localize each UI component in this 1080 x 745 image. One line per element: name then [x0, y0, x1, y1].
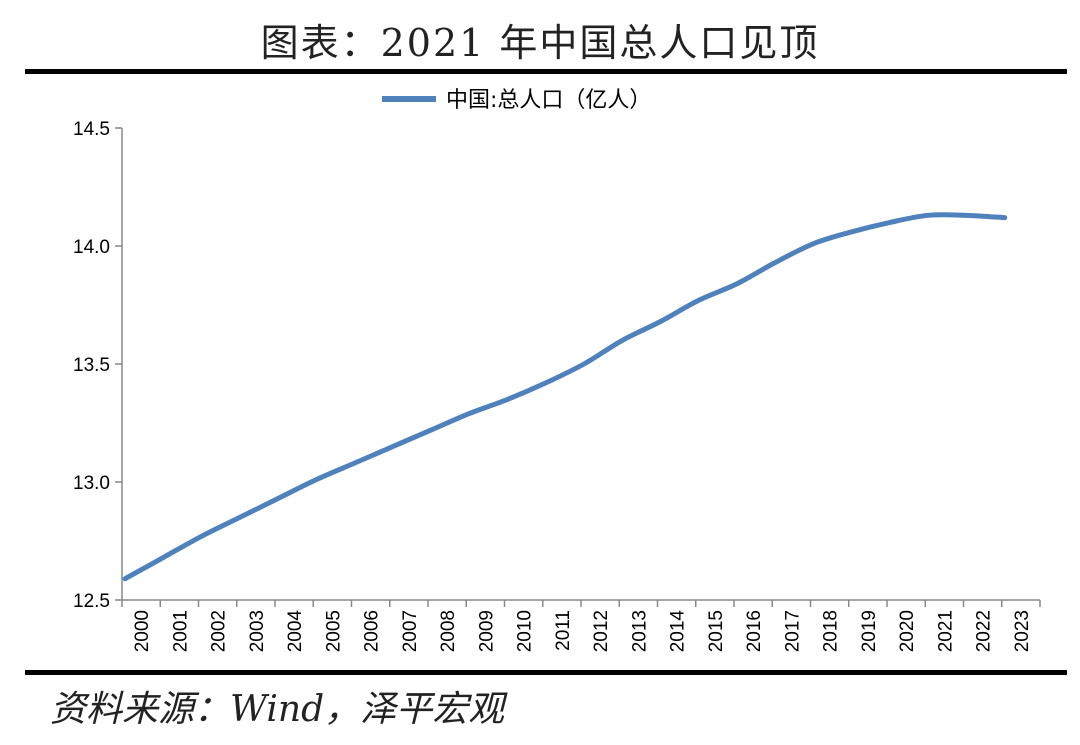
y-tick-label: 14.0: [73, 237, 110, 258]
x-tick-label: 2009: [476, 610, 497, 652]
y-tick-label: 13.0: [73, 473, 110, 494]
x-tick-label: 2018: [821, 610, 842, 652]
x-tick-label: 2019: [859, 610, 880, 652]
x-tick-label: 2023: [1012, 610, 1033, 652]
x-tick-label: 2021: [935, 610, 956, 652]
x-tick-label: 2005: [323, 610, 344, 652]
x-tick-label: 2008: [438, 610, 459, 652]
x-tick-label: 2022: [974, 610, 995, 652]
y-tick-label: 13.5: [73, 355, 110, 376]
x-tick-label: 2002: [209, 610, 230, 652]
y-tick-label: 12.5: [73, 591, 110, 612]
x-tick-label: 2014: [668, 610, 689, 653]
legend: 中国:总人口（亿人）: [382, 88, 651, 113]
y-axis: 12.5 13.0 13.5 14.0 14.5: [73, 119, 123, 612]
x-tick-label: 2007: [400, 610, 421, 652]
x-tick-label: 2010: [515, 610, 536, 652]
x-tick-label: 2006: [362, 610, 383, 652]
top-divider: [25, 69, 1067, 74]
y-tick-label: 14.5: [73, 119, 110, 140]
x-tick-label: 2015: [706, 610, 727, 652]
x-tick-label: 2004: [285, 610, 306, 653]
plot-area: [122, 212, 1008, 582]
x-tick-label: 2017: [782, 610, 803, 652]
x-tick-label: 2003: [247, 610, 268, 652]
x-tick-label: 2016: [744, 610, 765, 652]
x-tick-label: 2011: [553, 610, 574, 651]
x-tick-label: 2020: [897, 610, 918, 652]
bottom-divider: [25, 670, 1067, 675]
x-tick-label: 2012: [591, 610, 612, 652]
x-tick-label: 2013: [629, 610, 650, 652]
x-axis: 2000 2001 2002 2003 2004 2005 2006 2007 2008 2009…: [121, 599, 1041, 653]
legend-label: 中国:总人口（亿人）: [446, 88, 651, 113]
source-note: 资料来源：Wind，泽平宏观: [50, 689, 505, 730]
x-tick-label: 2000: [132, 610, 153, 652]
series-line-0: [122, 212, 1008, 582]
line-chart: 中国:总人口（亿人） 12.5 13.0 13.5 14.0 14.5 2000 2001…: [73, 88, 1041, 653]
x-tick-label: 2001: [170, 610, 191, 652]
page-title: 图表：2021 年中国总人口见顶: [260, 21, 820, 65]
